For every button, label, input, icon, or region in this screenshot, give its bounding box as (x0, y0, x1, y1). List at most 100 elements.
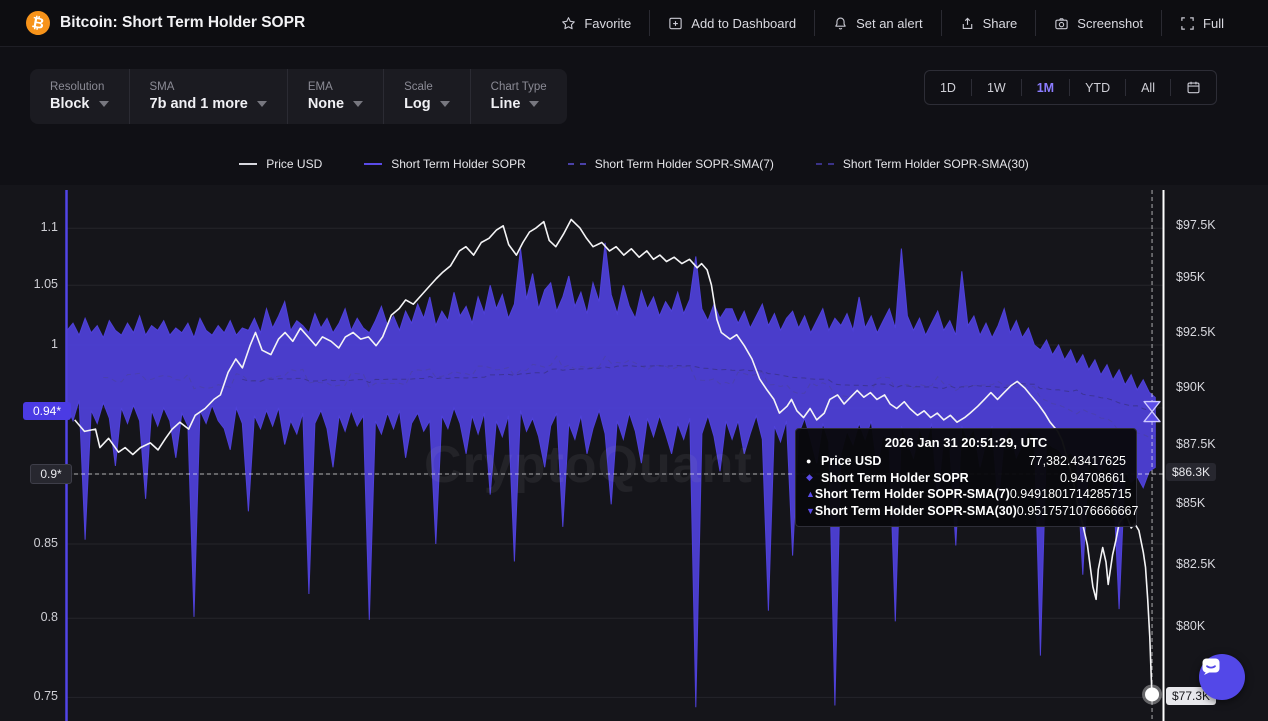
chevron-down-icon (439, 101, 450, 107)
legend-label: Short Term Holder SOPR-SMA(30) (842, 157, 1029, 171)
range-all-button[interactable]: All (1125, 79, 1170, 96)
right-axis-tick: $87.5K (1176, 437, 1216, 452)
share-icon (960, 16, 975, 31)
sopr-crosshair-badge: 0.9* (30, 464, 72, 485)
range-1m-button[interactable]: 1M (1020, 79, 1069, 96)
action-label: Set an alert (856, 15, 923, 31)
chart-settings-toolbar: Resolution Block SMA 7b and 1 more EMA None Sc… (30, 69, 567, 124)
legend-label: Short Term Holder SOPR (391, 157, 526, 171)
chat-icon (1202, 658, 1220, 675)
legend-label: Short Term Holder SOPR-SMA(7) (594, 157, 774, 171)
action-label: Add to Dashboard (691, 15, 797, 31)
left-axis-tick: 0.75 (33, 689, 58, 704)
chart-plot-area[interactable]: CryptoQuant 1.1 1.05 1 0.85 0.8 0.75 $97.5K $95… (0, 185, 1268, 721)
legend-swatch (239, 163, 258, 165)
set-an-alert-button[interactable]: Set an alert (814, 10, 941, 36)
dropdown-resolution[interactable]: Resolution Block (30, 69, 129, 124)
dropdown-label: Scale (404, 81, 433, 93)
legend-swatch (364, 163, 383, 165)
price-endpoint-dot (1145, 687, 1160, 702)
right-axis-tick: $82.5K (1176, 556, 1216, 571)
full-button[interactable]: Full (1161, 10, 1242, 36)
action-label: Favorite (584, 15, 632, 31)
star-icon (561, 16, 576, 31)
chart-legend: Price USD Short Term Holder SOPR Short Ter… (0, 157, 1268, 171)
left-axis-tick: 1 (51, 337, 58, 351)
watermark: CryptoQuant (424, 436, 753, 494)
right-axis-tick: $85K (1176, 496, 1206, 511)
chevron-down-icon (529, 101, 540, 107)
chevron-down-icon (353, 101, 364, 107)
right-axis-tick: $90K (1176, 380, 1206, 395)
left-axis-tick: 0.8 (40, 610, 58, 625)
dropdown-value: 7b and 1 more (149, 96, 248, 112)
legend-item-price-usd[interactable]: Price USD (239, 157, 322, 171)
screenshot-button[interactable]: Screenshot (1035, 10, 1161, 36)
dropdown-value: Log (404, 96, 431, 112)
right-axis-tick: $80K (1176, 619, 1206, 633)
legend-swatch (815, 163, 834, 165)
dropdown-ema[interactable]: EMA None (286, 69, 383, 124)
tooltip-row: ◆ Short Term Holder SOPR 0.94708661 (806, 470, 1126, 485)
chevron-down-icon (98, 101, 109, 107)
right-axis-tick: $95K (1176, 270, 1206, 285)
price-crosshair-badge: $86.3K (1166, 463, 1217, 482)
fullscreen-icon (1180, 16, 1195, 31)
dropdown-scale[interactable]: Scale Log (383, 69, 470, 124)
legend-item-sopr[interactable]: Short Term Holder SOPR (364, 157, 526, 171)
legend-label: Price USD (266, 157, 323, 171)
share-button[interactable]: Share (940, 10, 1036, 36)
dashboard-add-icon (668, 16, 683, 31)
left-axis-tick: 1.1 (40, 220, 58, 235)
favorite-button[interactable]: Favorite (543, 10, 649, 36)
diamond-marker: ◆ (806, 472, 813, 483)
tooltip-row: ▼ Short Term Holder SOPR-SMA(30) 0.9517571… (806, 503, 1139, 518)
range-1w-button[interactable]: 1W (970, 79, 1021, 96)
tooltip-row: ▲ Short Term Holder SOPR-SMA(7) 0.94918017… (806, 487, 1132, 502)
dropdown-value: Block (50, 96, 90, 112)
dropdown-label: EMA (307, 81, 333, 93)
triangle-down-marker: ▼ (806, 505, 815, 516)
calendar-button[interactable] (1170, 79, 1216, 96)
tooltip-rows: ● Price USD 77,382.43417625 ◆ Short Term Hol… (806, 453, 1139, 519)
bitcoin-icon: ₿ (24, 9, 52, 37)
dropdown-value: None (307, 96, 345, 112)
dropdown-label: SMA (149, 81, 175, 93)
action-label: Share (982, 15, 1018, 31)
left-axis-tick: 0.85 (33, 536, 58, 551)
chart-tooltip: 2026 Jan 31 20:51:29, UTC ● Price USD 77,3… (795, 428, 1139, 527)
right-axis-tick: $97.5K (1176, 217, 1216, 232)
bell-icon (833, 16, 848, 31)
header-left: ₿ Bitcoin: Short Term Holder SOPR (24, 9, 306, 37)
dropdown-label: Resolution (50, 81, 105, 93)
right-axis-tick: $92.5K (1176, 324, 1216, 339)
range-ytd-button[interactable]: YTD (1069, 79, 1125, 96)
chat-bubble-button[interactable] (1199, 654, 1245, 700)
header-actions: Favorite Add to Dashboard Set an alert Shar… (543, 0, 1242, 46)
header: ₿ Bitcoin: Short Term Holder SOPR Favori… (0, 0, 1268, 47)
left-axis-tick: 1.05 (33, 277, 58, 292)
legend-swatch (567, 163, 586, 165)
crosshair-hourglass-marker (1143, 400, 1161, 423)
dropdown-label: Chart Type (490, 81, 547, 93)
dot-marker: ● (806, 456, 812, 467)
dropdown-value: Line (490, 96, 521, 112)
add-to-dashboard-button[interactable]: Add to Dashboard (649, 10, 814, 36)
sopr-last-value-badge: 0.94* (23, 401, 71, 420)
tooltip-row: ● Price USD 77,382.43417625 (806, 454, 1126, 469)
dropdown-chart-type[interactable]: Chart Type Line (469, 69, 567, 124)
time-range-selector: 1D 1W 1M YTD All (923, 70, 1217, 105)
page-title: Bitcoin: Short Term Holder SOPR (60, 14, 306, 31)
chevron-down-icon (256, 101, 267, 107)
action-label: Full (1203, 15, 1224, 31)
triangle-up-marker: ▲ (806, 489, 815, 500)
action-label: Screenshot (1077, 15, 1144, 31)
camera-icon (1054, 16, 1069, 31)
calendar-icon (1186, 80, 1201, 95)
legend-item-sopr-sma7[interactable]: Short Term Holder SOPR-SMA(7) (567, 157, 774, 171)
tooltip-timestamp: 2026 Jan 31 20:51:29, UTC (884, 435, 1048, 450)
range-1d-button[interactable]: 1D (939, 80, 956, 95)
legend-item-sopr-sma30[interactable]: Short Term Holder SOPR-SMA(30) (815, 157, 1029, 171)
dropdown-sma[interactable]: SMA 7b and 1 more (128, 69, 287, 124)
